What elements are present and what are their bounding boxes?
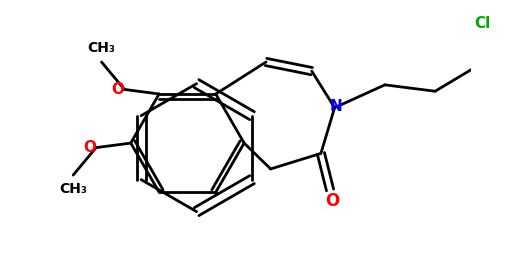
- Text: N: N: [329, 99, 342, 114]
- Text: CH₃: CH₃: [59, 182, 87, 196]
- Text: Cl: Cl: [475, 16, 491, 31]
- Text: O: O: [112, 82, 124, 97]
- Text: O: O: [325, 192, 339, 210]
- Text: CH₃: CH₃: [88, 41, 116, 55]
- Text: O: O: [83, 140, 96, 155]
